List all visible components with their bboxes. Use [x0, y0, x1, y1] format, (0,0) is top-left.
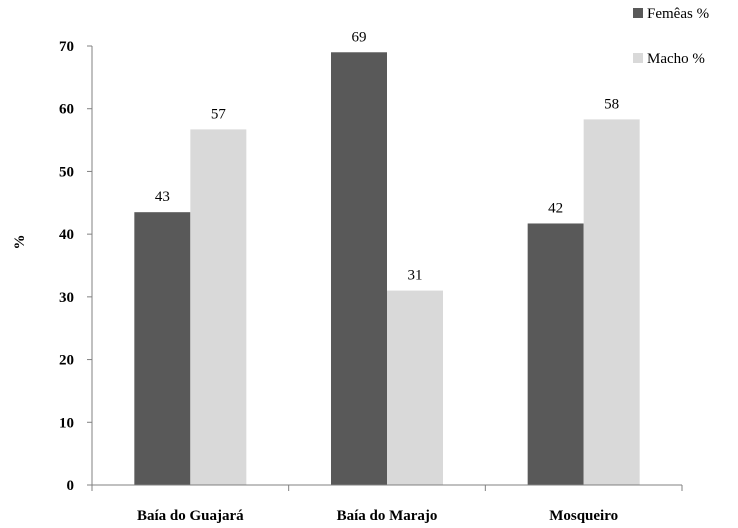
bar-femeas-1	[331, 52, 387, 485]
y-tick-label-60: 60	[59, 102, 74, 118]
data-label-femeas-2: 42	[548, 200, 563, 216]
bar-macho-1	[387, 291, 443, 485]
y-tick-label-70: 70	[59, 39, 74, 55]
data-label-femeas-0: 43	[155, 189, 170, 205]
data-label-femeas-1: 69	[352, 29, 367, 45]
bar-macho-0	[190, 129, 246, 485]
x-category-label-2: Mosqueiro	[549, 508, 618, 523]
y-tick-label-0: 0	[67, 478, 75, 494]
data-label-macho-0: 57	[211, 106, 227, 122]
legend-label-macho: Macho %	[647, 51, 705, 67]
legend-swatch-femeas	[633, 8, 643, 18]
x-category-label-1: Baía do Marajo	[337, 508, 438, 523]
y-axis-title: %	[12, 235, 28, 250]
y-tick-label-30: 30	[59, 290, 74, 306]
data-label-macho-1: 31	[408, 268, 423, 284]
bar-macho-2	[584, 119, 640, 485]
x-category-label-0: Baía do Guajará	[137, 508, 244, 523]
x-axis-categories: Baía do Guajará Baía do Marajo Mosqueiro	[137, 508, 618, 523]
legend: Femêas % Macho %	[633, 6, 709, 67]
y-tick-label-20: 20	[59, 353, 74, 369]
legend-swatch-macho	[633, 53, 643, 63]
y-tick-label-50: 50	[59, 164, 74, 180]
bar-femeas-2	[528, 223, 584, 485]
y-tick-label-10: 10	[59, 415, 74, 431]
bar-femeas-0	[134, 212, 190, 485]
y-axis-ticks: 0 10 20 30 40 50 60 70	[59, 39, 92, 494]
y-tick-label-40: 40	[59, 227, 74, 243]
legend-label-femeas: Femêas %	[647, 6, 709, 22]
bars: 43 57 69 31 42 58	[134, 29, 639, 485]
data-label-macho-2: 58	[604, 96, 619, 112]
